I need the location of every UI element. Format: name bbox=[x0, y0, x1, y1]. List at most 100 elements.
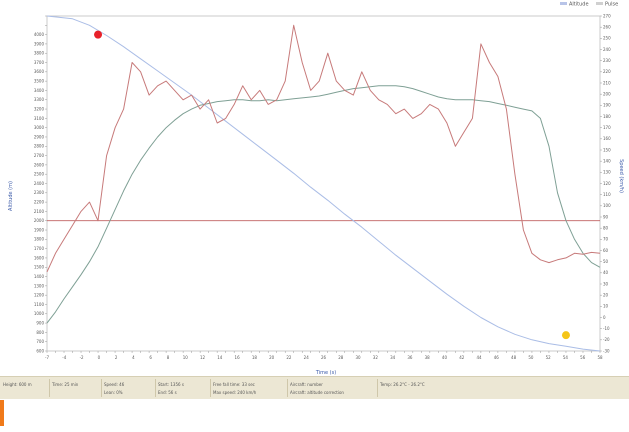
x-tick-label: 22 bbox=[286, 355, 292, 360]
y-right-tick-label: 260 bbox=[603, 25, 611, 30]
y-left-tick-label: 3200 bbox=[34, 106, 45, 111]
x-tick-label: 30 bbox=[356, 355, 362, 360]
status-stat: Aircraft: altitude correction bbox=[290, 390, 344, 395]
y-right-tick-label: 30 bbox=[603, 281, 609, 286]
y-left-tick-label: 900 bbox=[36, 320, 44, 325]
y-left-tick-label: 1200 bbox=[34, 293, 45, 298]
y-right-tick-label: 90 bbox=[603, 214, 609, 219]
status-stat: Aircraft: number bbox=[290, 382, 323, 387]
y-left-tick-label: 700 bbox=[36, 339, 44, 344]
status-stat: End: 56 s bbox=[158, 390, 177, 395]
x-tick-label: 24 bbox=[304, 355, 310, 360]
x-tick-label: 0 bbox=[98, 355, 101, 360]
y-left-tick-label: 3600 bbox=[34, 69, 45, 74]
series-line-2 bbox=[46, 85, 601, 324]
y-left-tick-label: 3000 bbox=[34, 125, 45, 130]
status-separator bbox=[155, 379, 156, 397]
y-right-tick-label: 0 bbox=[603, 315, 606, 320]
status-stat: Speed: 46 bbox=[104, 382, 125, 387]
x-tick-label: 20 bbox=[269, 355, 275, 360]
y-left-tick-label: 3300 bbox=[34, 97, 45, 102]
y-axis-right: -30 -20 -10 0 10 20 30 40 50 60 70 80 90 100 110 120 130… bbox=[600, 13, 611, 353]
status-stat: Time: 25 min bbox=[52, 382, 79, 387]
y-axis-left-title: Altitude (m) bbox=[8, 181, 14, 211]
status-stat: Max speed: 240 km/h bbox=[213, 390, 257, 395]
series-line-1 bbox=[46, 15, 601, 352]
x-tick-label: 42 bbox=[459, 355, 465, 360]
status-stat: Height: 600 m bbox=[3, 382, 32, 387]
y-left-tick-label: 3800 bbox=[34, 51, 45, 56]
markers-group bbox=[94, 30, 570, 340]
y-left-tick-label: 1600 bbox=[34, 255, 45, 260]
series-group bbox=[46, 15, 601, 352]
x-tick-label: 54 bbox=[563, 355, 569, 360]
x-tick-label: 14 bbox=[217, 355, 223, 360]
status-bar: Height: 600 m Time: 25 min Speed: 46 Lean: … bbox=[0, 376, 629, 399]
y-right-tick-label: -20 bbox=[603, 337, 610, 342]
y-right-tick-label: 270 bbox=[603, 13, 611, 18]
legend: Altitude Pulse bbox=[560, 2, 618, 8]
x-axis: -7 -4 -2 0 2 4 6 8 10 12 14 16 18 20 22 24 26 28 30 32 34 36 3… bbox=[45, 351, 603, 360]
y-right-tick-label: 240 bbox=[603, 47, 611, 52]
y-left-tick-label: 1400 bbox=[34, 274, 45, 279]
y-right-tick-label: 10 bbox=[603, 304, 609, 309]
legend-swatch bbox=[560, 2, 567, 5]
x-tick-label: 34 bbox=[390, 355, 396, 360]
legend-swatch bbox=[596, 2, 603, 5]
orange-tab bbox=[0, 400, 4, 426]
y-right-tick-label: 60 bbox=[603, 248, 609, 253]
y-left-tick-label: 2700 bbox=[34, 153, 45, 158]
series-line-3 bbox=[46, 24, 601, 273]
y-left-tick-label: 1700 bbox=[34, 246, 45, 251]
x-tick-label: -2 bbox=[80, 355, 84, 360]
y-right-tick-label: 80 bbox=[603, 226, 609, 231]
y-left-tick-label: 2800 bbox=[34, 144, 45, 149]
y-right-tick-label: 220 bbox=[603, 69, 611, 74]
x-tick-label: 6 bbox=[149, 355, 152, 360]
y-left-tick-label: 2500 bbox=[34, 172, 45, 177]
y-right-tick-label: 140 bbox=[603, 159, 611, 164]
y-left-tick-label: 1500 bbox=[34, 265, 45, 270]
y-right-tick-label: 50 bbox=[603, 259, 609, 264]
y-right-tick-label: 210 bbox=[603, 80, 611, 85]
y-right-tick-label: -10 bbox=[603, 326, 610, 331]
chart: Altitude Pulse -7 -4 -2 0 2 4 6 8 10 12 14 16 18 20 22 2… bbox=[8, 2, 624, 377]
y-left-tick-label: 3500 bbox=[34, 79, 45, 84]
x-tick-label: 26 bbox=[321, 355, 327, 360]
status-separator bbox=[101, 379, 102, 397]
y-left-tick-label: 2900 bbox=[34, 134, 45, 139]
x-tick-label: 46 bbox=[494, 355, 500, 360]
status-separator bbox=[287, 379, 288, 397]
status-stat: Temp: 26.2°C - 26.2°C bbox=[380, 382, 425, 387]
y-right-tick-label: 250 bbox=[603, 36, 611, 41]
y-left-tick-label: 1300 bbox=[34, 283, 45, 288]
y-left-tick-label: 3900 bbox=[34, 41, 45, 46]
y-left-tick-label: 1800 bbox=[34, 237, 45, 242]
y-axis-right-title: Speed (km/h) bbox=[618, 159, 624, 193]
y-right-tick-label: 200 bbox=[603, 92, 611, 97]
y-left-tick-label: 800 bbox=[36, 330, 44, 335]
status-separator bbox=[49, 379, 50, 397]
status-stat: Start: 1356 s bbox=[158, 382, 184, 387]
y-right-tick-label: 130 bbox=[603, 170, 611, 175]
y-left-tick-label: 1000 bbox=[34, 311, 45, 316]
y-right-tick-label: 40 bbox=[603, 270, 609, 275]
legend-label: Altitude bbox=[569, 2, 589, 8]
x-tick-label: 28 bbox=[338, 355, 344, 360]
x-tick-label: 52 bbox=[546, 355, 552, 360]
y-right-tick-label: 100 bbox=[603, 203, 611, 208]
marker-end bbox=[561, 331, 570, 340]
x-tick-label: 8 bbox=[167, 355, 170, 360]
x-tick-label: 36 bbox=[407, 355, 413, 360]
x-axis-title: Time (s) bbox=[315, 370, 336, 376]
y-right-tick-label: 180 bbox=[603, 114, 611, 119]
y-right-tick-label: 20 bbox=[603, 293, 609, 298]
x-tick-label: 16 bbox=[235, 355, 241, 360]
y-left-tick-label: 1900 bbox=[34, 227, 45, 232]
legend-label: Pulse bbox=[605, 2, 618, 8]
status-separator bbox=[377, 379, 378, 397]
x-tick-label: 56 bbox=[580, 355, 586, 360]
y-right-tick-label: 230 bbox=[603, 58, 611, 63]
y-right-tick-label: 170 bbox=[603, 125, 611, 130]
x-tick-label: 18 bbox=[252, 355, 258, 360]
